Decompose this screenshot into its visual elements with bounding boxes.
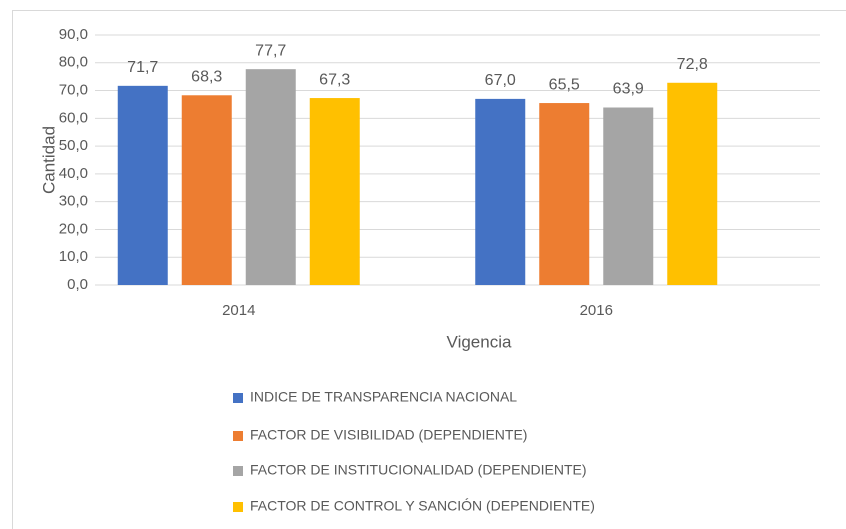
data-label: 71,7 bbox=[127, 59, 158, 76]
bar bbox=[181, 95, 232, 286]
legend-swatch bbox=[233, 502, 243, 512]
data-label: 72,8 bbox=[677, 56, 708, 73]
legend-label: FACTOR DE CONTROL Y SANCIÓN (DEPENDIENTE… bbox=[250, 498, 595, 514]
x-axis-label: Vigencia bbox=[447, 332, 512, 351]
y-tick-label: 30,0 bbox=[59, 193, 88, 210]
y-tick-label: 10,0 bbox=[59, 248, 88, 265]
y-tick-label: 60,0 bbox=[59, 109, 88, 126]
legend-swatch bbox=[233, 431, 243, 441]
bar bbox=[245, 69, 296, 286]
bar bbox=[539, 103, 590, 285]
bar bbox=[603, 107, 654, 285]
legend-label: INDICE DE TRANSPARENCIA NACIONAL bbox=[250, 389, 517, 405]
legend-label: FACTOR DE VISIBILIDAD (DEPENDIENTE) bbox=[250, 427, 527, 443]
y-tick-label: 90,0 bbox=[59, 26, 88, 43]
data-label: 67,0 bbox=[485, 72, 516, 89]
bar bbox=[309, 98, 360, 285]
data-label: 63,9 bbox=[613, 81, 644, 98]
legend-swatch bbox=[233, 393, 243, 403]
bar bbox=[117, 85, 168, 285]
y-tick-label: 0,0 bbox=[67, 276, 88, 293]
x-tick-label: 2016 bbox=[580, 302, 613, 319]
data-label: 77,7 bbox=[255, 42, 286, 59]
chart-border bbox=[12, 10, 846, 529]
legend-swatch bbox=[233, 466, 243, 476]
y-tick-label: 50,0 bbox=[59, 137, 88, 154]
y-tick-label: 40,0 bbox=[59, 165, 88, 182]
y-axis-label: Cantidad bbox=[39, 126, 58, 194]
data-label: 67,3 bbox=[319, 71, 350, 88]
bar bbox=[667, 82, 718, 286]
bar bbox=[475, 98, 526, 285]
data-label: 68,3 bbox=[191, 68, 222, 85]
y-tick-label: 20,0 bbox=[59, 220, 88, 237]
legend-label: FACTOR DE INSTITUCIONALIDAD (DEPENDIENTE… bbox=[250, 462, 587, 478]
x-tick-label: 2014 bbox=[222, 302, 255, 319]
y-tick-label: 70,0 bbox=[59, 82, 88, 99]
y-tick-label: 80,0 bbox=[59, 54, 88, 71]
data-label: 65,5 bbox=[549, 76, 580, 93]
